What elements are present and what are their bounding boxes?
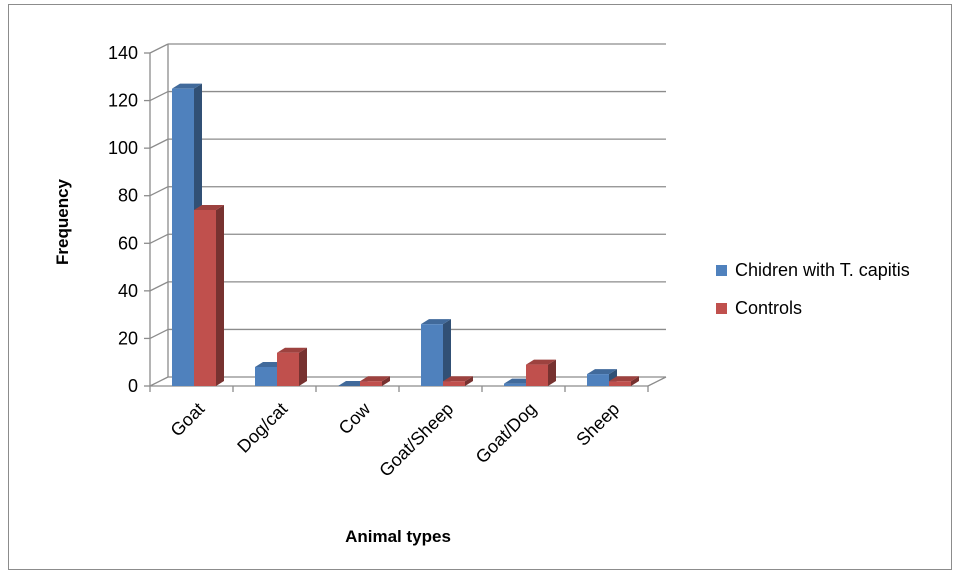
bar-top — [587, 369, 617, 375]
gridline-depth — [149, 281, 169, 292]
bar-front — [172, 88, 194, 386]
x-tick-label: Goat — [167, 399, 209, 441]
gridline-depth — [149, 328, 169, 340]
x-tick-label: Goat/Dog — [472, 399, 541, 468]
bar-front — [443, 381, 465, 386]
gridline-depth — [149, 43, 169, 54]
bar — [443, 376, 473, 386]
bar-front — [421, 324, 443, 386]
bar-side — [216, 204, 224, 386]
x-tick-label: Goat/Sheep — [375, 399, 457, 481]
bar-front — [360, 381, 382, 386]
bar-side — [548, 359, 556, 386]
gridline-depth — [149, 376, 169, 387]
legend-label: Chidren with T. capitis — [735, 260, 910, 280]
bar-front — [526, 364, 548, 386]
bar — [277, 347, 307, 386]
legend: Chidren with T. capitis Controls — [716, 260, 910, 318]
y-axis-title: Frequency — [53, 178, 72, 265]
gridlines — [144, 43, 667, 392]
x-tick-label: Sheep — [572, 399, 623, 450]
bar-top — [360, 376, 390, 382]
bar — [360, 376, 390, 386]
y-tick-label: 80 — [118, 186, 138, 206]
bar-front — [609, 381, 631, 386]
bar-top — [194, 204, 224, 210]
y-tick-label: 140 — [108, 43, 138, 63]
y-tick-label: 120 — [108, 91, 138, 111]
gridline-depth — [149, 233, 169, 244]
y-tick-label: 0 — [128, 376, 138, 396]
bar-side — [299, 347, 307, 386]
bars — [172, 83, 639, 386]
bar — [421, 319, 451, 386]
bar — [194, 204, 224, 386]
legend-swatch — [716, 303, 727, 314]
x-axis-title: Animal types — [345, 527, 451, 546]
bar — [609, 376, 639, 386]
bar-top — [609, 376, 639, 382]
bar-side — [443, 319, 451, 386]
y-tick-label: 100 — [108, 138, 138, 158]
legend-label: Controls — [735, 298, 802, 318]
bar — [526, 359, 556, 386]
bar-side — [465, 376, 473, 386]
chart-frame — [8, 4, 952, 570]
floor-edge — [647, 376, 667, 387]
bar-side — [631, 376, 639, 386]
gridline-depth — [149, 138, 169, 149]
bar-top — [443, 376, 473, 382]
bar-front — [587, 374, 609, 386]
bar-top — [421, 319, 451, 325]
bar-front — [194, 209, 216, 386]
x-tick-label: Dog/cat — [233, 399, 291, 457]
x-tick-label: Cow — [335, 398, 375, 438]
bar-front — [255, 366, 277, 386]
bar-top — [277, 347, 307, 353]
bar-front — [504, 383, 526, 386]
bar-side — [382, 376, 390, 386]
bar-top — [526, 359, 556, 365]
y-tick-label: 60 — [118, 233, 138, 253]
gridline-depth — [149, 186, 169, 197]
bar-top — [172, 83, 202, 89]
y-tick-label: 40 — [118, 281, 138, 301]
gridline-depth — [149, 90, 169, 102]
y-tick-label: 20 — [118, 328, 138, 348]
bar-front — [277, 352, 299, 386]
legend-swatch — [716, 265, 727, 276]
